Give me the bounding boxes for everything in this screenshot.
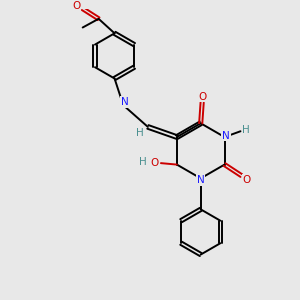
Text: H: H (136, 128, 144, 138)
Text: N: N (222, 130, 230, 141)
Text: O: O (72, 1, 80, 11)
Text: N: N (121, 97, 129, 107)
Text: H: H (139, 157, 147, 167)
Text: O: O (150, 158, 159, 168)
Text: H: H (242, 125, 250, 135)
Text: N: N (197, 175, 205, 185)
Text: O: O (198, 92, 206, 102)
Text: O: O (242, 175, 251, 185)
